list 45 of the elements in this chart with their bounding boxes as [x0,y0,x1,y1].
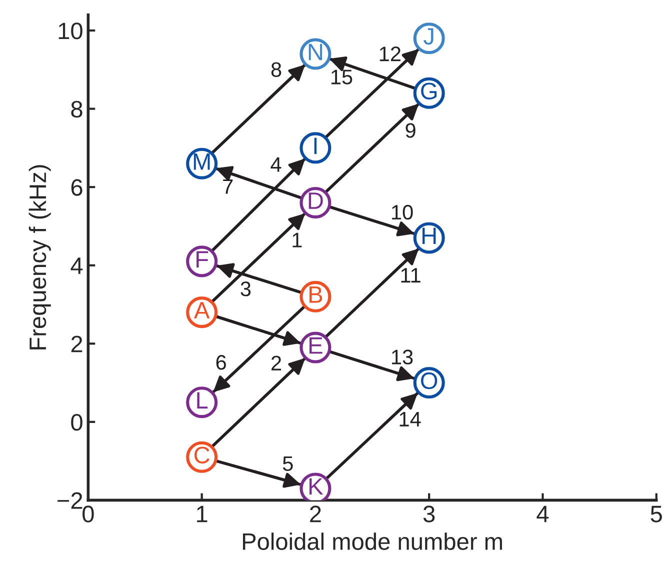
annotation: A [194,302,210,318]
annotation: 12 [380,46,400,62]
x-tick-label: 4 [536,506,549,522]
annotation: N [308,44,322,60]
annotation: G [421,82,437,100]
annotation: 5 [282,456,293,471]
annotation: J [424,28,434,45]
annotation: H [422,228,436,244]
y-tick-label: 8 [71,100,82,118]
annotation: 11 [401,268,420,282]
annotation: 15 [331,70,352,84]
x-tick-label: 3 [423,506,435,522]
annotation: 6 [216,355,226,370]
x-tick-label: 2 [310,506,321,522]
annotation: 2 [272,356,282,370]
y-tick-label: −2 [58,492,82,509]
annotation: B [310,286,322,303]
annotation: E [310,337,322,354]
annotation: 4 [270,157,282,172]
annotation: 3 [240,282,251,296]
annotation: 8 [271,62,282,77]
x-tick-label: 5 [650,506,662,522]
annotation: 13 [392,350,413,364]
annotation: O [421,372,438,390]
annotation: 9 [406,123,416,138]
annotation: C [194,446,210,464]
y-tick-label: 10 [58,22,82,40]
annotation: D [308,192,323,209]
annotation: L [197,392,208,408]
annotation: K [310,478,324,495]
annotation: 7 [223,179,233,194]
annotation: M [194,153,210,170]
annotation: I [314,138,317,154]
y-tick-label: 0 [71,414,82,431]
x-tick-label: 1 [197,506,208,522]
y-tick-label: 6 [71,179,82,196]
x-axis-title: Poloidal mode number m [242,532,502,550]
y-tick-label: 4 [70,258,83,274]
annotation: 14 [400,412,421,426]
annotation: F [196,251,208,268]
annotation: 1 [292,232,302,248]
y-axis-title: Frequency f (kHz) [28,165,51,350]
y-tick-label: 2 [71,336,82,352]
annotation: 10 [392,204,413,220]
x-tick-label: 0 [82,506,94,522]
